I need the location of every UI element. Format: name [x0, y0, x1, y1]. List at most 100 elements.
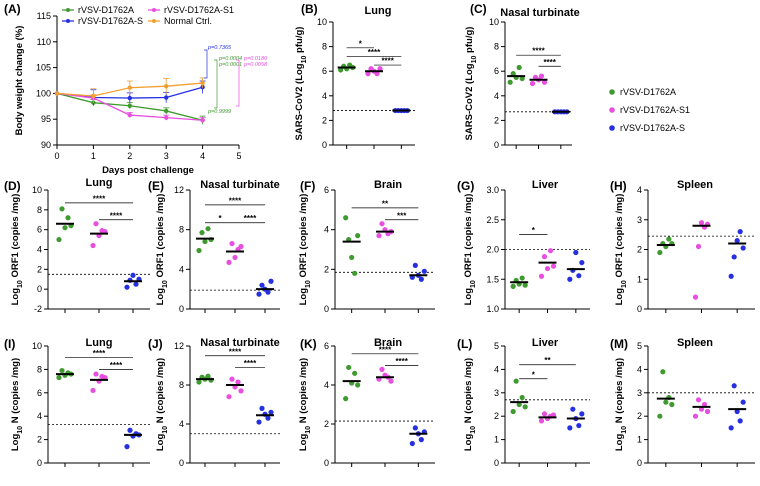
- x-axis-label: Days post challenge: [102, 165, 194, 176]
- panel-label: (G): [457, 179, 474, 193]
- data-point: [567, 425, 573, 431]
- y-tick-label: -2: [34, 304, 42, 314]
- y-tick-label: 1.0: [486, 304, 499, 314]
- data-point: [377, 66, 383, 72]
- y-tick-label: 0: [322, 140, 327, 150]
- data-point: [199, 230, 205, 236]
- y-tick-label: 2: [494, 411, 499, 421]
- panel-J: (J) Nasal turbinate 0 4 8 12 Log10 N (copies /…: [148, 337, 280, 468]
- y-tick-label: 8: [37, 205, 42, 215]
- panel-title: Liver: [532, 179, 559, 191]
- y-tick-label: 95: [41, 114, 51, 124]
- data-point: [93, 371, 99, 377]
- data-point: [579, 411, 585, 417]
- data-point: [62, 225, 68, 231]
- y-tick-label: 8: [322, 42, 327, 52]
- annotation-bracket: [204, 49, 208, 79]
- panel-label: (L): [457, 337, 472, 351]
- series-point: [164, 115, 169, 120]
- data-point: [56, 374, 62, 381]
- panel-label: (K): [300, 337, 317, 351]
- panel-M: (M) Spleen 0 1 2 3 4 5 Log10 N (copies /mg): [610, 337, 755, 468]
- y-tick-label: 110: [37, 37, 51, 47]
- legend-label: rVSV-D1762A: [78, 5, 134, 15]
- data-point: [343, 215, 349, 221]
- data-point: [376, 233, 382, 239]
- data-point: [256, 419, 262, 425]
- panel-title: Lung: [365, 5, 392, 17]
- y-tick-label: 4: [637, 364, 642, 374]
- y-tick-label: 0: [637, 458, 642, 468]
- data-point: [388, 378, 394, 384]
- y-tick-label: 2: [37, 435, 42, 445]
- y-axis-label: Log10 ORF1 (copies /mg): [614, 194, 628, 306]
- y-tick-label: 100: [36, 88, 51, 98]
- y-tick-label: 10: [32, 185, 42, 195]
- data-point: [698, 220, 705, 226]
- y-tick-label: 0: [37, 458, 42, 468]
- legend-label: rVSV-D1762A-S: [78, 16, 143, 26]
- y-tick-label: 2.5: [486, 215, 499, 225]
- y-tick-label: 4: [324, 225, 329, 235]
- data-point: [734, 237, 740, 244]
- series-point: [127, 95, 132, 101]
- y-tick-label: 0: [494, 140, 499, 150]
- data-point: [59, 206, 65, 212]
- panel-title: Nasal turbinate: [500, 7, 579, 19]
- data-point: [529, 80, 536, 87]
- data-point: [229, 376, 235, 382]
- panel-title: Spleen: [677, 337, 713, 349]
- y-tick-label: 6: [37, 388, 42, 398]
- p-value-annotation: p=0.0001: [218, 62, 242, 68]
- significance-label: ****: [244, 214, 257, 223]
- panel-label: (F): [300, 179, 315, 193]
- annotation-bracket: [236, 59, 240, 107]
- y-tick-label: 10: [32, 341, 42, 351]
- series-point: [200, 118, 205, 123]
- data-point: [541, 79, 548, 85]
- data-point: [544, 265, 551, 272]
- y-tick-label: 115: [37, 11, 51, 21]
- legend-swatch-marker: [152, 19, 156, 23]
- legend-label: Normal Ctrl.: [164, 16, 212, 26]
- data-point: [338, 67, 344, 73]
- series-point: [164, 108, 169, 114]
- panel-E: (E) Nasal turbinate 0 4 8 12 Log10 ORF1 (copie…: [148, 179, 280, 314]
- y-axis-label: Log10 ORF1 (copies /mg): [298, 194, 312, 306]
- y-tick-label: 3: [637, 215, 642, 225]
- significance-label: ****: [381, 57, 394, 66]
- data-point: [90, 387, 96, 394]
- panel-G: (G) Liver 1.0 1.5 2.0 2.5 3.0 Log10 ORF1 (copie…: [457, 179, 590, 314]
- panel-K: (K) Brain 0 2 4 6 Log10 N (copies /mg) ********: [298, 337, 435, 468]
- panel-H: (H) Spleen 0 1 2 3 4 Log10 ORF1 (copies /mg): [610, 179, 755, 314]
- data-point: [519, 275, 525, 281]
- data-point: [349, 254, 355, 261]
- data-point: [740, 245, 746, 251]
- data-point: [573, 249, 579, 256]
- y-tick-label: 2: [324, 264, 329, 274]
- panel-label: (E): [148, 179, 164, 193]
- data-point: [232, 254, 238, 261]
- legend-swatch-marker: [152, 8, 156, 12]
- panel-title: Lung: [86, 337, 113, 349]
- y-axis-label: Log10 ORF1 (copies /mg): [155, 194, 169, 306]
- data-point: [374, 71, 380, 77]
- panel-label: (J): [148, 337, 163, 351]
- x-tick-label: 2: [127, 151, 132, 161]
- y-tick-label: 4: [494, 364, 499, 374]
- y-tick-label: 8: [179, 225, 184, 235]
- y-tick-label: 2: [637, 411, 642, 421]
- data-point: [516, 64, 522, 71]
- data-point: [538, 73, 545, 79]
- y-axis-label: Log10 N (copies /mg): [463, 358, 477, 451]
- significance-label: ****: [93, 194, 106, 203]
- significance-label: *: [218, 214, 222, 223]
- data-point: [510, 283, 516, 289]
- x-tick-label: 1: [91, 151, 96, 161]
- legend-label: rVSV-D1762A-S1: [164, 5, 234, 15]
- panel-title: Lung: [86, 177, 113, 189]
- data-point: [226, 259, 232, 265]
- y-tick-label: 10: [489, 17, 499, 27]
- data-point: [90, 242, 96, 249]
